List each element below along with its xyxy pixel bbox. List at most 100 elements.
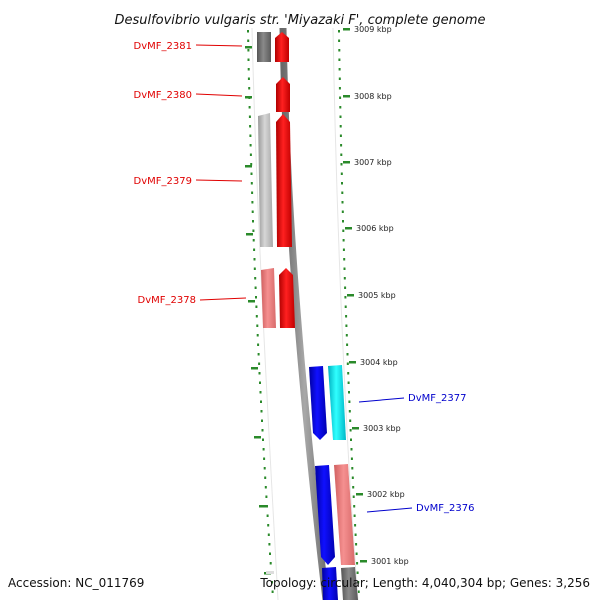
left-tick-dot (264, 486, 267, 489)
left-tick-dot (250, 182, 253, 185)
gene-arrow (315, 465, 335, 565)
right-tick-dot (350, 457, 353, 460)
kbp-scale-label: 3008 kbp (354, 92, 392, 101)
gene-label: DvMF_2379 (134, 176, 192, 187)
kbp-scale-label: 3002 kbp (367, 490, 405, 499)
left-tick-dot (259, 391, 262, 394)
left-tick-dot (249, 125, 252, 128)
right-tick-dot (341, 210, 344, 213)
gene-dvmf-2378[interactable]: DvMF_2378 (138, 268, 295, 328)
left-tick-dot (258, 372, 261, 375)
right-tick-dot (345, 334, 348, 337)
left-tick-dot (258, 362, 261, 365)
gene-leader-line (366, 507, 413, 513)
gene-homolog-bar (334, 464, 355, 565)
left-tick-dot (257, 343, 260, 346)
left-tick-dot (269, 552, 271, 555)
gene-dvmf-2381[interactable]: DvMF_2381 (134, 32, 289, 62)
right-tick-dot (353, 505, 356, 508)
left-tick-dot (247, 68, 250, 71)
right-major-tick (349, 361, 356, 364)
left-tick-dot (249, 134, 252, 137)
right-tick-dot (345, 324, 348, 327)
map-title: Desulfovibrio vulgaris str. 'Miyazaki F'… (114, 13, 485, 28)
right-tick-dot (355, 552, 358, 555)
left-tick-dot (252, 239, 255, 242)
left-tick-dot (267, 524, 270, 527)
left-major-tick (248, 300, 255, 303)
right-tick-dot (355, 543, 358, 546)
left-tick-dot (266, 514, 269, 517)
right-tick-dot (339, 125, 342, 128)
right-tick-dot (346, 362, 349, 365)
left-tick-dot (266, 505, 268, 508)
gene-dvmf-2376[interactable]: DvMF_2376 (315, 464, 474, 565)
left-tick-dot (256, 324, 259, 327)
gene-dvmf-2379[interactable]: DvMF_2379 (134, 113, 292, 247)
gene-dvmf-2380[interactable]: DvMF_2380 (134, 77, 290, 112)
gene-label: DvMF_2380 (134, 90, 192, 101)
right-tick-dot (338, 30, 340, 33)
left-tick-dot (250, 163, 253, 166)
left-major-tick (245, 46, 252, 49)
right-major-tick (343, 161, 350, 164)
left-tick-dot (259, 381, 261, 384)
left-tick-dot (247, 77, 250, 80)
right-tick-dot (347, 381, 350, 384)
left-tick-dot (255, 296, 257, 299)
right-tick-dot (350, 438, 352, 441)
gene-label: DvMF_2376 (416, 503, 474, 514)
gene-label: DvMF_2378 (138, 295, 196, 306)
left-tick-dot (253, 267, 256, 270)
right-major-tick (345, 227, 352, 230)
kbp-scale-label: 3001 kbp (371, 557, 409, 566)
right-tick-dot (348, 400, 351, 403)
left-tick-dot (253, 258, 256, 261)
right-tick-dot (338, 58, 341, 61)
left-tick-dot (264, 476, 267, 479)
left-tick-dot (263, 467, 266, 470)
right-tick-dot (357, 581, 360, 584)
left-tick-dot (253, 248, 256, 251)
gene-homolog-bar (261, 268, 276, 328)
left-major-tick (251, 367, 258, 370)
left-tick-dot (247, 39, 250, 42)
right-tick-dot (342, 248, 345, 251)
small-feature-mark (266, 571, 274, 574)
right-major-tick (343, 95, 350, 98)
right-tick-dot (357, 590, 360, 593)
right-tick-marks (338, 30, 360, 593)
right-tick-dot (338, 77, 341, 80)
left-tick-dot (262, 448, 265, 451)
left-tick-dot (260, 400, 262, 403)
right-tick-dot (340, 153, 343, 156)
left-tick-dot (268, 543, 271, 546)
right-tick-dot (343, 277, 346, 280)
left-tick-dot (255, 315, 258, 318)
gene-arrow (309, 366, 327, 440)
right-tick-dot (346, 343, 349, 346)
gene-homolog-bar (328, 365, 346, 440)
gene-homolog-bar (257, 32, 271, 62)
right-tick-dot (341, 182, 343, 185)
gene-dvmf-2377[interactable]: DvMF_2377 (309, 365, 466, 440)
right-tick-dot (356, 571, 359, 574)
right-tick-dot (344, 296, 347, 299)
left-tick-dot (248, 115, 251, 118)
left-tick-dot (251, 201, 254, 204)
gene-arrow (276, 114, 292, 247)
right-tick-dot (348, 391, 350, 394)
right-tick-dot (343, 267, 346, 270)
right-tick-dot (340, 163, 343, 166)
kbp-scale-label: 3007 kbp (354, 158, 392, 167)
gene-label: DvMF_2377 (408, 393, 466, 404)
kbp-scale-label: 3009 kbp (354, 25, 392, 34)
right-tick-dot (353, 514, 356, 517)
kbp-scale-labels: 3009 kbp 3008 kbp 3007 kbp 3006 kbp 3005 kbp… (343, 25, 409, 566)
left-tick-dot (267, 533, 270, 536)
right-tick-dot (345, 315, 348, 318)
left-tick-dot (262, 438, 264, 441)
right-tick-dot (338, 87, 341, 90)
right-tick-dot (352, 495, 355, 498)
right-tick-dot (344, 305, 347, 308)
